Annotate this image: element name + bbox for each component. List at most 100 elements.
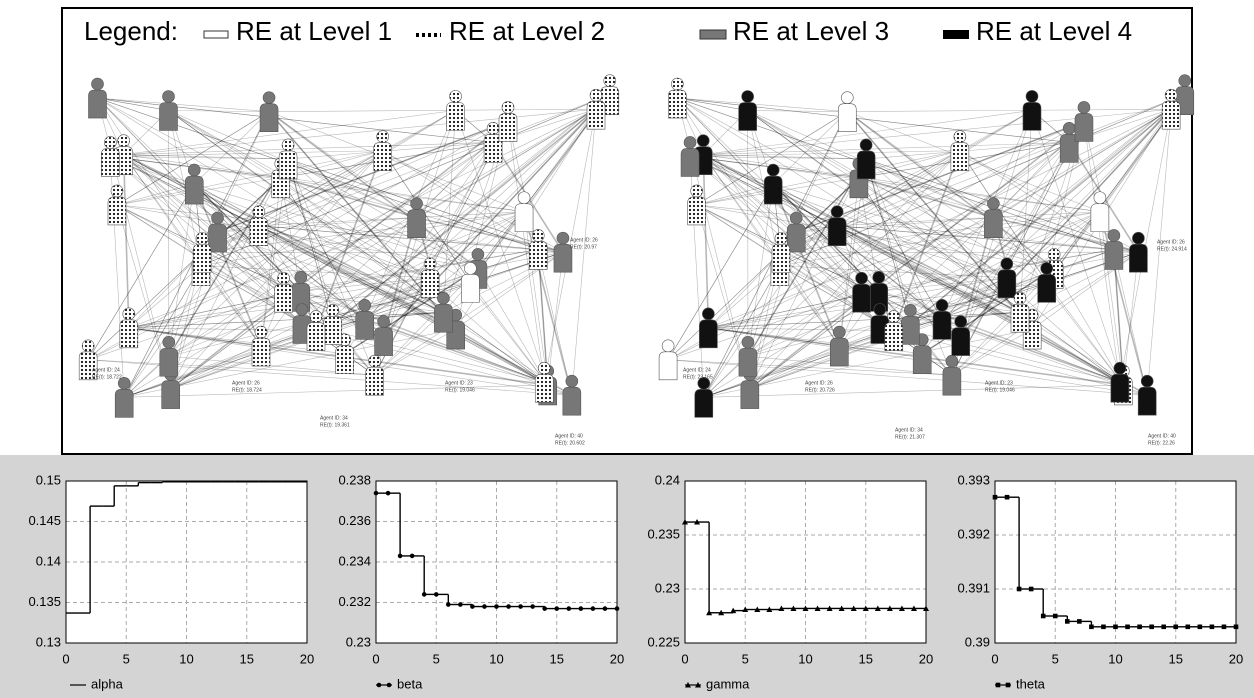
agent <box>699 308 717 348</box>
agent-head <box>702 308 714 320</box>
agent-head <box>833 326 845 338</box>
agent <box>838 92 856 132</box>
point <box>494 604 499 609</box>
point <box>1125 625 1130 630</box>
agent-head <box>377 131 389 143</box>
agent-body <box>336 346 354 374</box>
agent-head <box>369 355 381 367</box>
agent-head <box>888 311 900 323</box>
agent-id: Agent ID: 26 <box>805 380 833 386</box>
agent-body <box>1138 387 1156 415</box>
y-tick-label: 0.225 <box>647 634 680 649</box>
agent-re: RE(t): 18.722 <box>92 374 122 380</box>
y-tick-label: 0.24 <box>655 472 680 487</box>
x-tick-label: 20 <box>919 651 933 666</box>
agent-body <box>1129 244 1147 272</box>
agent-head <box>310 311 322 323</box>
agent <box>901 304 919 344</box>
y-tick-label: 0.236 <box>338 513 371 528</box>
agent-body <box>252 338 270 366</box>
agent-head <box>487 122 499 134</box>
agent-body <box>120 320 138 348</box>
agent <box>943 355 961 395</box>
agent <box>951 131 969 171</box>
agent <box>998 258 1016 298</box>
agent-id: Agent ID: 24 <box>683 367 711 373</box>
agent <box>375 316 393 356</box>
point <box>603 606 608 611</box>
agent-head <box>82 340 94 352</box>
legend-marker <box>1006 683 1011 688</box>
agent <box>563 375 581 415</box>
agent-body <box>535 374 553 402</box>
y-tick-label: 0.23 <box>655 580 680 595</box>
agent-head <box>282 139 294 151</box>
agent-head <box>904 304 916 316</box>
agent <box>772 232 790 272</box>
point <box>1113 625 1118 630</box>
point <box>1101 625 1106 630</box>
agent-head <box>464 262 476 274</box>
y-tick-label: 0.235 <box>647 526 680 541</box>
agent-body <box>984 210 1002 238</box>
screen: Agent ID: 24RE(t): 18.722Agent ID: 26RE(… <box>0 0 1254 698</box>
agent <box>853 272 871 312</box>
y-tick-label: 0.234 <box>338 553 371 568</box>
x-tick-label: 10 <box>489 651 503 666</box>
point <box>993 495 998 500</box>
agent <box>587 89 605 129</box>
agent <box>695 377 713 417</box>
agent <box>984 198 1002 238</box>
agent-head <box>1078 101 1090 113</box>
agent-head <box>118 135 130 147</box>
point <box>1161 625 1166 630</box>
agent-head <box>327 304 339 316</box>
agent-head <box>538 362 550 374</box>
agent <box>688 185 706 225</box>
point <box>1017 587 1022 592</box>
y-tick-label: 0.232 <box>338 594 371 609</box>
y-tick-label: 0.392 <box>957 526 990 541</box>
agent <box>787 212 805 252</box>
x-tick-label: 20 <box>610 651 624 666</box>
y-tick-label: 0.39 <box>965 634 990 649</box>
agent-head <box>841 92 853 104</box>
agent <box>434 292 452 332</box>
agent-head <box>411 198 423 210</box>
agent-id: Agent ID: 34 <box>895 427 923 433</box>
agent-head <box>437 292 449 304</box>
point <box>1077 619 1082 624</box>
agent <box>260 92 278 132</box>
agent-head <box>767 164 779 176</box>
y-tick-label: 0.23 <box>346 634 371 649</box>
agent-head <box>691 185 703 197</box>
agent-body <box>828 218 846 246</box>
legend-label: theta <box>1016 676 1046 691</box>
x-tick-label: 5 <box>433 651 440 666</box>
agent-body <box>447 102 465 130</box>
agent-head <box>860 139 872 151</box>
agent-body <box>1023 102 1041 130</box>
agent-head <box>874 303 886 315</box>
agent-head <box>188 164 200 176</box>
point <box>434 592 439 597</box>
y-tick-label: 0.13 <box>36 634 61 649</box>
legend-item: RE at Level 4 <box>976 16 1132 46</box>
agent-body <box>952 328 970 356</box>
agent-head <box>557 232 569 244</box>
point <box>1041 614 1046 619</box>
agent-head <box>742 336 754 348</box>
agent-body <box>159 103 177 131</box>
agent-body <box>901 316 919 344</box>
agent-body <box>89 90 107 118</box>
agent-body <box>688 197 706 225</box>
point <box>386 491 391 496</box>
agent <box>830 326 848 366</box>
point <box>422 592 427 597</box>
legend-label: beta <box>397 676 423 691</box>
agent <box>515 192 533 232</box>
x-tick-label: 0 <box>991 651 998 666</box>
agent-head <box>518 192 530 204</box>
legend-swatch <box>700 30 726 39</box>
agent-id: Agent ID: 24 <box>92 367 120 373</box>
